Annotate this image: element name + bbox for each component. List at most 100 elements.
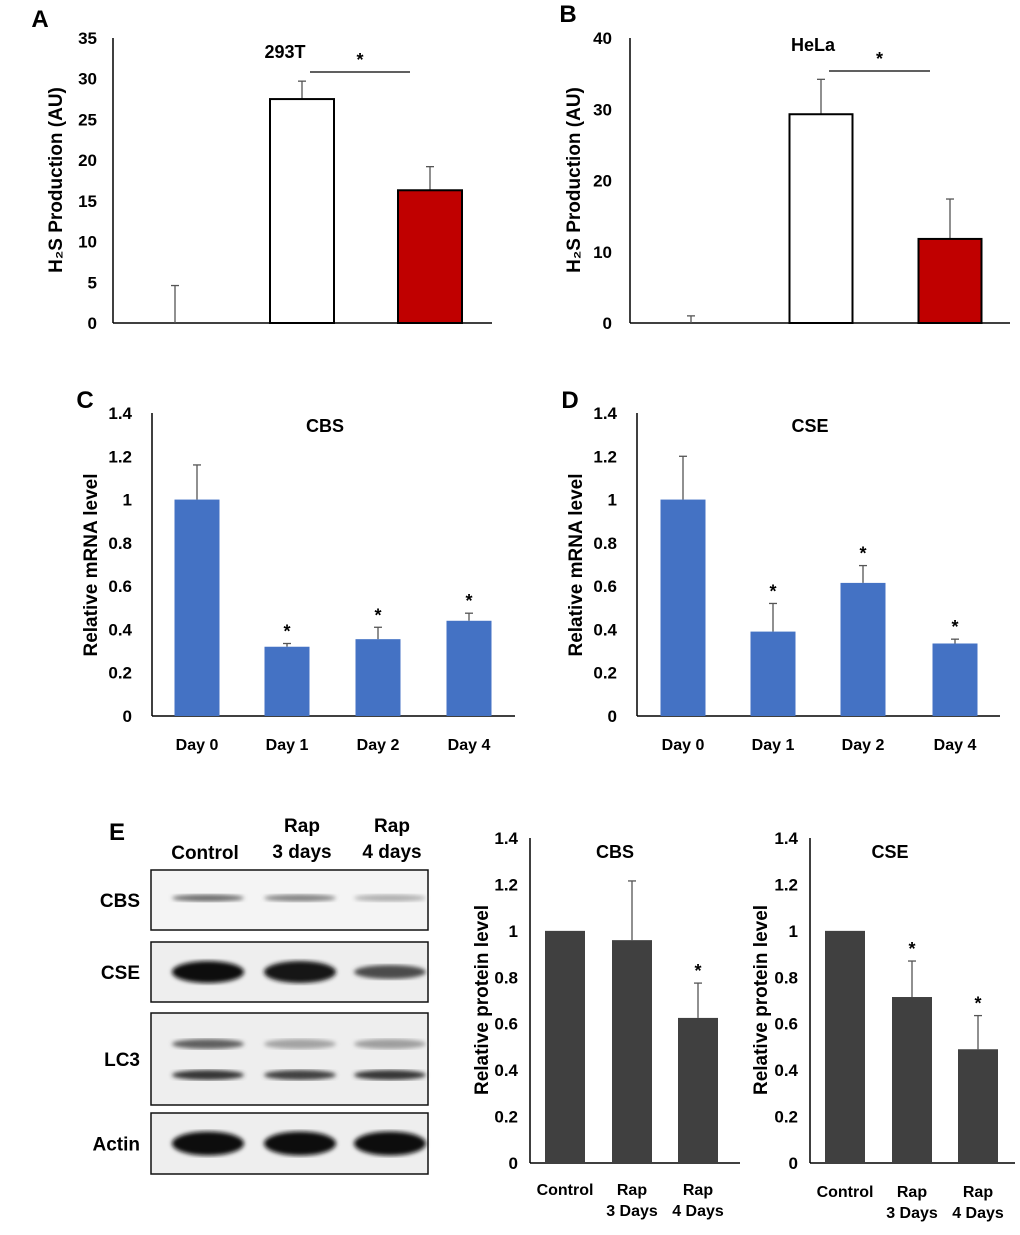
western-blot: E Control Rap 3 days Rap 4 days CBS CSE LC3 Actin — [93, 816, 429, 1175]
chart-panel-E1: 0 0.2 0.4 0.6 0.8 1 1.2 1.4 CBS Relative protein … — [472, 829, 740, 1220]
lane-label: Rap — [374, 816, 410, 837]
y-axis-label: Relative mRNA level — [81, 473, 102, 656]
y-tick-label: 0.8 — [774, 968, 798, 987]
bar — [788, 113, 854, 324]
blot-band — [264, 894, 336, 902]
y-tick-label: 0 — [509, 1154, 518, 1173]
blot-band — [354, 965, 426, 979]
significance-star: * — [374, 605, 381, 625]
blot-band — [172, 1070, 244, 1080]
y-tick-label: 0.6 — [494, 1015, 518, 1034]
y-tick-label: 0.6 — [108, 577, 132, 596]
blot-band — [354, 1039, 426, 1049]
y-tick-label: 35 — [78, 29, 97, 48]
bar — [612, 940, 652, 1163]
x-category-label: 4 Days — [952, 1205, 1004, 1222]
bar — [545, 930, 585, 1163]
y-tick-label: 10 — [593, 243, 612, 262]
x-category-label: Day 2 — [357, 737, 400, 754]
blot-band — [172, 961, 244, 983]
y-tick-label: 1 — [509, 922, 518, 941]
blot-band — [264, 1070, 336, 1080]
significance-star: * — [859, 544, 866, 564]
y-axis-label: H₂S Production (AU) — [564, 87, 585, 273]
y-tick-label: 0 — [123, 707, 132, 726]
y-tick-label: 1.4 — [593, 404, 617, 423]
y-tick-label: 0 — [88, 314, 97, 333]
x-category-label: 3 Days — [886, 1205, 938, 1222]
y-axis-label: Relative protein level — [751, 905, 772, 1095]
y-tick-label: 0.4 — [108, 620, 132, 639]
y-tick-label: 0.4 — [774, 1061, 798, 1080]
bar — [917, 237, 983, 324]
panel-letter: B — [559, 1, 576, 28]
chart-title: CBS — [596, 842, 634, 862]
x-category-label: Day 4 — [448, 737, 491, 754]
bar — [840, 582, 886, 716]
x-category-label: Rap — [683, 1182, 713, 1199]
x-category-label: Control — [537, 1182, 594, 1199]
chart-panel-A: 0 5 10 15 20 25 30 35 A 293T H₂S Production (AU) * — [31, 6, 492, 333]
y-tick-label: 0.8 — [593, 534, 617, 553]
blot-band — [354, 1131, 426, 1156]
significance-star: * — [283, 621, 290, 641]
bar — [660, 499, 706, 716]
y-tick-label: 0.6 — [593, 577, 617, 596]
y-tick-label: 1 — [789, 922, 798, 941]
chart-title: CSE — [871, 842, 908, 862]
panel-letter: A — [31, 6, 48, 33]
bar — [355, 639, 401, 716]
significance-star: * — [465, 591, 472, 611]
blot-band — [354, 1070, 426, 1080]
y-axis-label: Relative protein level — [472, 905, 493, 1095]
x-category-label: Day 0 — [176, 737, 219, 754]
significance-star: * — [951, 617, 958, 637]
y-tick-label: 1 — [608, 491, 617, 510]
lane-label: 4 days — [362, 842, 421, 863]
y-tick-label: 0.8 — [494, 968, 518, 987]
bar — [678, 1017, 718, 1163]
chart-panel-E2: 0 0.2 0.4 0.6 0.8 1 1.2 1.4 CSE Relative protein … — [751, 829, 1015, 1222]
chart-panel-C: 0 0.2 0.4 0.6 0.8 1 1.2 1.4 C CBS Relative mRNA le… — [76, 387, 515, 754]
lane-label: Rap — [284, 816, 320, 837]
bar — [397, 189, 463, 324]
chart-title: HeLa — [791, 35, 836, 55]
x-category-label: Control — [817, 1184, 874, 1201]
blot-box-lc3 — [150, 1012, 429, 1106]
blot-band — [172, 1039, 244, 1049]
chart-title: 293T — [264, 42, 305, 62]
y-tick-label: 1.2 — [593, 447, 617, 466]
x-category-label: Day 2 — [842, 737, 885, 754]
y-tick-label: 0.2 — [593, 664, 617, 683]
y-axis-label: H₂S Production (AU) — [46, 87, 67, 273]
x-category-label: Day 1 — [752, 737, 795, 754]
significance-star: * — [769, 581, 776, 601]
bar — [825, 930, 865, 1163]
blot-row-label: CBS — [100, 891, 140, 912]
x-category-label: 3 Days — [606, 1203, 658, 1220]
y-tick-label: 1.4 — [774, 829, 798, 848]
panel-letter: C — [76, 387, 93, 414]
chart-panel-B: 0 10 20 30 40 B HeLa H₂S Production (AU) * — [559, 1, 1010, 333]
bar — [750, 631, 796, 716]
blot-row-label: Actin — [93, 1135, 141, 1156]
bar — [269, 98, 335, 324]
panel-letter: D — [561, 387, 578, 414]
y-tick-label: 1.4 — [108, 404, 132, 423]
y-tick-label: 0.8 — [108, 534, 132, 553]
y-tick-label: 0.6 — [774, 1015, 798, 1034]
y-tick-label: 0 — [608, 707, 617, 726]
x-category-label: Day 1 — [266, 737, 309, 754]
bar — [958, 1049, 998, 1163]
y-tick-label: 0.2 — [774, 1108, 798, 1127]
y-tick-label: 30 — [593, 100, 612, 119]
y-tick-label: 1 — [123, 491, 132, 510]
blot-band — [264, 1131, 336, 1156]
y-tick-label: 1.2 — [108, 447, 132, 466]
chart-panel-D: 0 0.2 0.4 0.6 0.8 1 1.2 1.4 D CSE Relative mRNA le… — [561, 387, 1000, 754]
y-tick-label: 20 — [593, 172, 612, 191]
y-tick-label: 10 — [78, 233, 97, 252]
significance-star: * — [694, 961, 701, 981]
x-category-label: Day 4 — [934, 737, 977, 754]
